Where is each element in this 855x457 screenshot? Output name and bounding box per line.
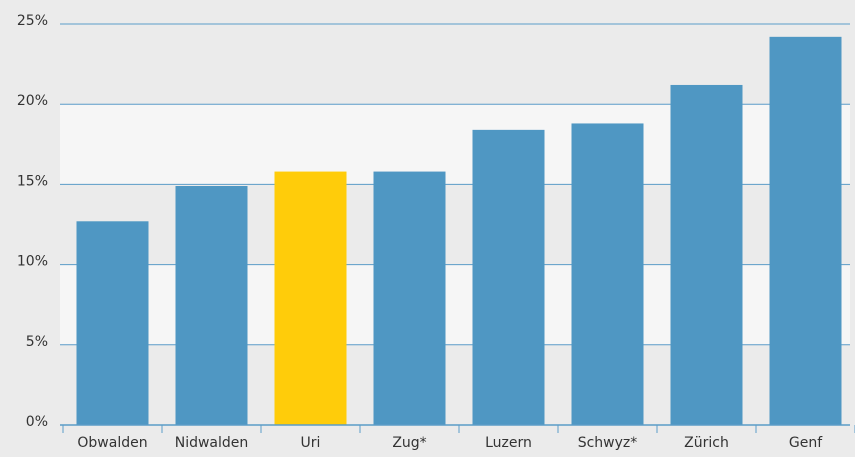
x-tick-label: Obwalden [77, 435, 147, 451]
bar [274, 171, 347, 425]
bar [472, 129, 545, 425]
x-tick-label: Genf [789, 435, 823, 451]
bar [769, 36, 842, 425]
y-tick-label: 5% [26, 334, 48, 350]
bar [175, 186, 248, 425]
bar [571, 123, 644, 425]
bar [373, 171, 446, 425]
x-tick-label: Zürich [684, 435, 729, 451]
y-tick-label: 10% [17, 254, 48, 270]
y-tick-label: 20% [17, 93, 48, 109]
bar [670, 84, 743, 426]
x-tick-label: Uri [301, 435, 321, 451]
y-tick-label: 0% [26, 414, 48, 430]
bar [76, 221, 149, 425]
x-tick-label: Luzern [485, 435, 532, 451]
x-tick-label: Schwyz* [578, 435, 638, 451]
x-tick-label: Zug* [392, 435, 426, 451]
y-tick-label: 25% [17, 13, 48, 29]
x-tick-label: Nidwalden [175, 435, 249, 451]
y-tick-label: 15% [17, 173, 48, 189]
